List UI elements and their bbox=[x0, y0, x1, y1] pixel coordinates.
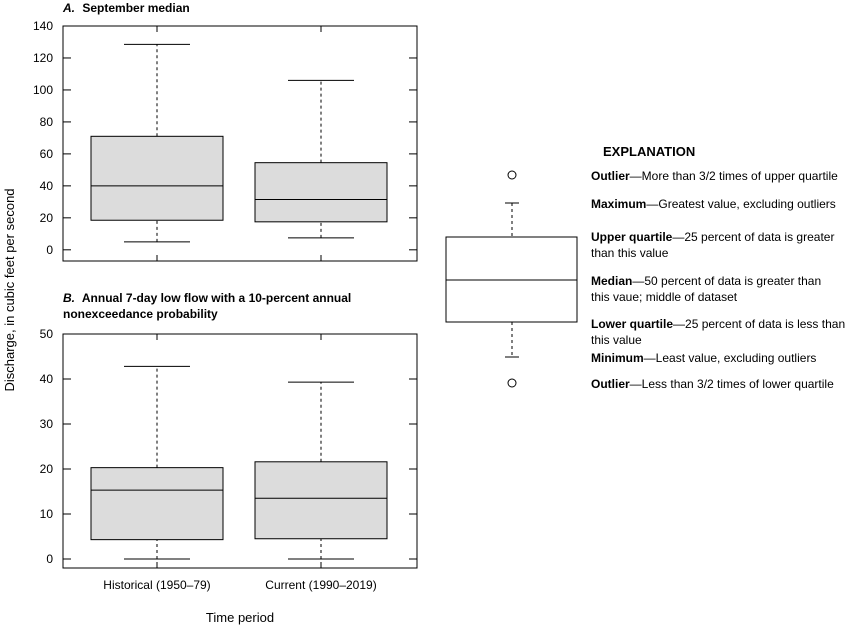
explanation-diagram bbox=[445, 170, 578, 388]
panel-b-title-line2: nonexceedance probability bbox=[63, 307, 218, 321]
explanation-desc: —More than 3/2 times of upper quartile bbox=[630, 169, 838, 183]
panel-a-ytick-label: 80 bbox=[40, 115, 54, 129]
explanation-heading: EXPLANATION bbox=[603, 144, 695, 159]
panel-a-ytick-label: 0 bbox=[46, 243, 53, 257]
explanation-median-line2: this vaue; middle of dataset bbox=[591, 290, 738, 304]
explanation-desc: —25 percent of data is less than bbox=[673, 317, 845, 331]
explanation-outlier-lower-symbol bbox=[507, 378, 517, 388]
x-tick-label-historical: Historical (1950–79) bbox=[103, 578, 210, 592]
panel-b-plot-frame bbox=[62, 333, 418, 569]
explanation-term: Outlier bbox=[591, 377, 630, 391]
explanation-term: Lower quartile bbox=[591, 317, 673, 331]
panel-b-ytick-label: 50 bbox=[40, 327, 54, 341]
panel-b-current-box bbox=[254, 461, 388, 540]
y-axis-label: Discharge, in cubic feet per second bbox=[2, 188, 17, 391]
explanation-minimum: Minimum—Least value, excluding outliers bbox=[591, 351, 816, 365]
explanation-desc: —Least value, excluding outliers bbox=[644, 351, 817, 365]
explanation-maximum: Maximum—Greatest value, excluding outlie… bbox=[591, 197, 836, 211]
panel-a-ytick-label: 140 bbox=[33, 19, 53, 33]
explanation-term: Maximum bbox=[591, 197, 646, 211]
panel-b-plot: 0 10 20 30 40 50 bbox=[40, 327, 417, 568]
explanation-upper-quartile: Upper quartile—25 percent of data is gre… bbox=[591, 230, 834, 244]
explanation-term: Outlier bbox=[591, 169, 630, 183]
panel-b-ytick-label: 40 bbox=[40, 372, 54, 386]
explanation-lower-quartile: Lower quartile—25 percent of data is les… bbox=[591, 317, 845, 331]
explanation-term: Minimum bbox=[591, 351, 644, 365]
panel-a-title-text: September median bbox=[82, 1, 189, 15]
explanation-outlier-upper: Outlier—More than 3/2 times of upper qua… bbox=[591, 169, 838, 183]
panel-b-letter: B. bbox=[63, 291, 75, 305]
panel-a-ytick-label: 100 bbox=[33, 83, 53, 97]
panel-a-plot: 0 20 40 60 80 100 120 140 bbox=[33, 19, 417, 261]
panel-a-title: A. September median bbox=[62, 1, 190, 15]
panel-a-letter: A. bbox=[62, 1, 75, 15]
panel-a-ytick-label: 120 bbox=[33, 51, 53, 65]
panel-a-current-box bbox=[254, 162, 388, 223]
x-axis-label: Time period bbox=[206, 610, 274, 625]
explanation-outlier-lower: Outlier—Less than 3/2 times of lower qua… bbox=[591, 377, 834, 391]
panel-a-historical-box bbox=[90, 135, 224, 221]
explanation-desc: —Greatest value, excluding outliers bbox=[646, 197, 835, 211]
panel-b-ytick-label: 0 bbox=[46, 552, 53, 566]
explanation-term: Median bbox=[591, 274, 632, 288]
panel-b-ytick-label: 10 bbox=[40, 507, 54, 521]
explanation-term: Upper quartile bbox=[591, 230, 673, 244]
explanation-outlier-upper-symbol bbox=[507, 170, 517, 180]
panel-a-ytick-label: 60 bbox=[40, 147, 54, 161]
panel-a-ytick-label: 20 bbox=[40, 211, 54, 225]
explanation-desc: —50 percent of data is greater than bbox=[632, 274, 821, 288]
explanation-median: Median—50 percent of data is greater tha… bbox=[591, 274, 821, 288]
panel-b-ytick-label: 20 bbox=[40, 462, 54, 476]
x-tick-label-current: Current (1990–2019) bbox=[265, 578, 376, 592]
explanation-desc: —Less than 3/2 times of lower quartile bbox=[630, 377, 834, 391]
explanation-lower-quartile-line2: this value bbox=[591, 333, 642, 347]
panel-b-title: B. Annual 7-day low flow with a 10-perce… bbox=[63, 291, 351, 305]
explanation-desc: —25 percent of data is greater bbox=[672, 230, 834, 244]
panel-a-ytick-label: 40 bbox=[40, 179, 54, 193]
explanation-upper-quartile-line2: than this value bbox=[591, 246, 669, 260]
panel-b-title-text: Annual 7-day low flow with a 10-percent … bbox=[82, 291, 351, 305]
panel-a-plot-frame bbox=[62, 25, 418, 262]
panel-b-historical-box bbox=[90, 467, 224, 541]
panel-b-ytick-label: 30 bbox=[40, 417, 54, 431]
